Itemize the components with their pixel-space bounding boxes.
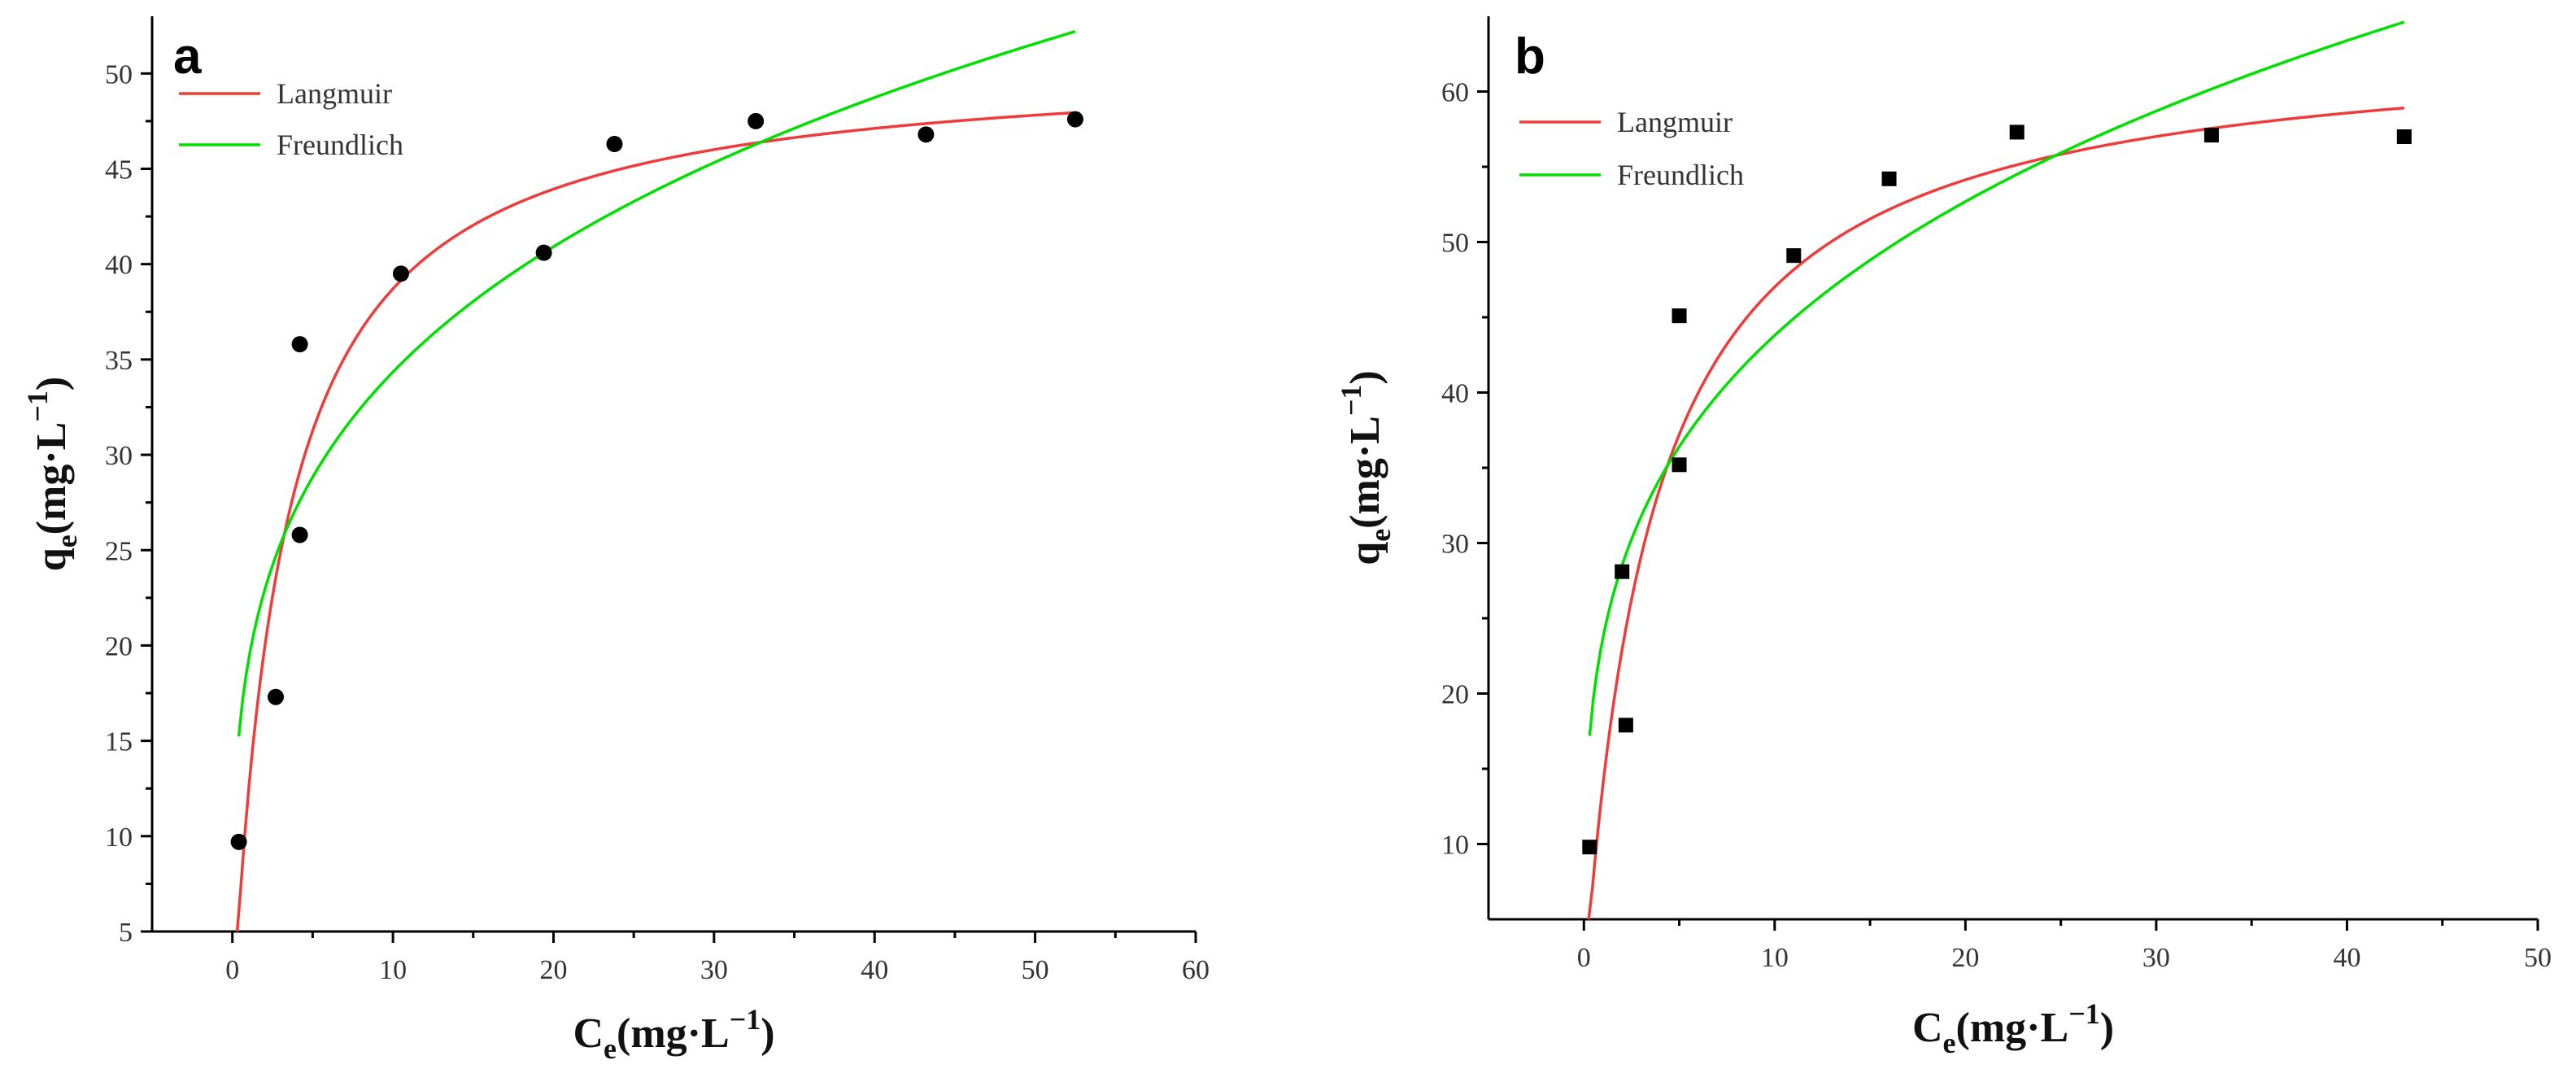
- y-tick-label: 40: [105, 251, 133, 281]
- x-tick-label: 20: [539, 955, 567, 985]
- axis-title-part: q: [1342, 542, 1388, 565]
- y-axis-title: qe(mg·L−1): [1335, 370, 1397, 565]
- axis-title-part: C: [573, 1010, 604, 1057]
- data-point: [1786, 248, 1802, 264]
- freundlich-curve: [237, 30, 1076, 737]
- x-tick-label: 50: [1022, 955, 1049, 985]
- x-axis-title: Ce(mg·L−1): [1912, 997, 2114, 1059]
- axis-title-part: (mg·L: [28, 422, 75, 535]
- x-tick-label: 40: [2333, 943, 2360, 973]
- x-tick-label: 60: [1182, 955, 1210, 985]
- x-axis-title: Ce(mg·L−1): [573, 1003, 774, 1065]
- chart-panel-b: 0 10 20 30 40 50 10 20 30 40 50 60 b Langmuir Freundli…: [1335, 16, 2552, 1059]
- y-axis-title: qe(mg·L−1): [21, 377, 83, 571]
- langmuir-curve: [1587, 106, 2404, 920]
- axis-title-part: ): [2100, 1005, 2114, 1051]
- axis-title-part: −1: [2068, 997, 2100, 1030]
- x-tick-label: 50: [2524, 943, 2552, 973]
- data-point: [2009, 124, 2025, 140]
- x-tick-label: 10: [1761, 943, 1789, 973]
- x-tick-label: 0: [1577, 943, 1591, 973]
- langmuir-curve: [235, 111, 1076, 932]
- axis-title-part: ): [28, 377, 75, 390]
- y-tick-label: 40: [1441, 379, 1469, 409]
- data-point: [291, 336, 308, 353]
- data-point: [1672, 457, 1687, 473]
- axis-title-part: −1: [730, 1003, 761, 1036]
- chart-panel-a: 0 10 20 30 40 50 60 5 10 15 20 25 30 35 40 45 50 a Langmui…: [21, 16, 1210, 1065]
- axis-title-part: C: [1912, 1005, 1943, 1051]
- y-tick-label: 10: [105, 822, 133, 853]
- x-tick-label: 0: [225, 955, 239, 985]
- y-tick-label: 30: [1441, 530, 1469, 560]
- panel-label: a: [173, 28, 202, 85]
- x-tick-label: 20: [1951, 943, 1979, 973]
- data-point: [267, 688, 284, 705]
- data-point: [2396, 129, 2412, 144]
- x-tick-label: 30: [700, 955, 728, 985]
- x-tick-label: 30: [2142, 943, 2170, 973]
- data-point: [1618, 718, 1633, 733]
- axis-title-part: ): [1342, 370, 1388, 384]
- legend-label: Langmuir: [1617, 106, 1733, 138]
- y-tick-label: 25: [105, 536, 133, 566]
- y-tick-label: 20: [1441, 680, 1469, 710]
- legend-label: Langmuir: [277, 77, 392, 110]
- axis-title-part: e: [1364, 529, 1397, 542]
- panel-label: b: [1515, 28, 1545, 85]
- axis-title-part: (mg·L: [1342, 416, 1388, 529]
- axis-title-part: (mg·L: [1956, 1005, 2069, 1051]
- legend-label: Freundlich: [277, 129, 403, 161]
- data-point: [291, 526, 308, 543]
- data-point: [392, 265, 409, 282]
- y-tick-label: 15: [105, 727, 133, 757]
- axis-title-part: e: [1943, 1027, 1956, 1059]
- axis-title-part: (mg·L: [617, 1010, 730, 1057]
- data-point: [1881, 171, 1897, 186]
- data-point: [230, 833, 247, 850]
- y-tick-label: 50: [105, 59, 133, 89]
- x-tick-label: 10: [379, 955, 407, 985]
- axis-title-part: −1: [1335, 385, 1367, 417]
- axis-title-part: −1: [21, 390, 54, 422]
- data-point: [2203, 128, 2219, 143]
- y-tick-label: 35: [105, 346, 133, 376]
- y-tick-label: 30: [105, 441, 133, 471]
- axis-title-part: e: [604, 1032, 617, 1065]
- data-point: [748, 112, 765, 129]
- axis-title-part: e: [50, 534, 83, 548]
- axis-title-part: ): [761, 1010, 774, 1057]
- y-tick-label: 10: [1441, 831, 1469, 861]
- legend-label: Freundlich: [1617, 159, 1744, 191]
- axis-title-part: q: [28, 548, 75, 571]
- data-point: [1672, 308, 1687, 324]
- data-point: [535, 244, 552, 261]
- data-point: [918, 126, 935, 143]
- data-point: [1582, 840, 1597, 855]
- y-tick-label: 50: [1441, 229, 1469, 259]
- x-tick-label: 40: [861, 955, 888, 985]
- y-tick-label: 45: [105, 155, 133, 185]
- y-tick-label: 60: [1441, 78, 1469, 108]
- data-point: [1615, 564, 1630, 579]
- freundlich-curve: [1588, 20, 2405, 736]
- data-point: [1066, 111, 1083, 128]
- data-point: [606, 136, 623, 153]
- y-tick-label: 5: [119, 918, 133, 948]
- y-tick-label: 20: [105, 631, 133, 661]
